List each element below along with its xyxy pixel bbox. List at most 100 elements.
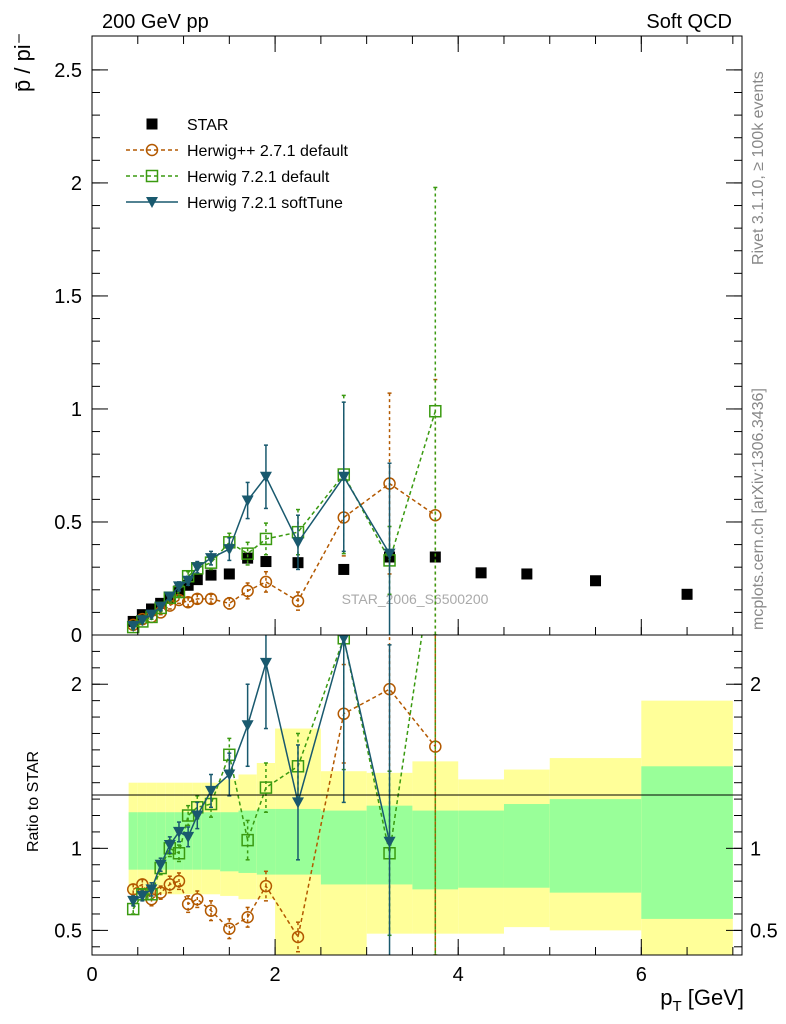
rivet-version-label: Rivet 3.1.10, ≥ 100k events xyxy=(750,71,767,265)
point-softtune xyxy=(163,840,176,852)
x-axis-label: pT [GeV] xyxy=(660,985,744,1015)
legend: STAR Herwig++ 2.7.1 default Herwig 7.2.1 d… xyxy=(126,117,349,212)
point-herwigpp xyxy=(204,904,218,917)
point-herwigpp xyxy=(204,592,218,606)
ratio-uncertainty-bands xyxy=(128,700,733,955)
band-inner xyxy=(458,810,504,888)
point-herwig721 xyxy=(259,532,273,546)
point-softtune xyxy=(337,471,350,483)
point-softtune xyxy=(182,831,195,843)
point-star xyxy=(205,569,217,581)
point-softtune xyxy=(136,890,149,902)
band-inner xyxy=(156,812,166,870)
point-herwigpp xyxy=(259,575,273,589)
mcplots-reference-label: mcplots.cern.ch [arXiv:1306.3436] xyxy=(750,388,767,630)
point-herwigpp xyxy=(223,922,236,935)
point-herwigpp xyxy=(291,594,305,608)
tick-label: 1 xyxy=(71,838,82,860)
tick-label: 0.5 xyxy=(54,512,82,534)
point-softtune xyxy=(223,544,236,556)
main-y-axis-label: p̄ / pi⁻ xyxy=(10,33,35,92)
point-softtune xyxy=(191,562,204,574)
legend-marker-star xyxy=(146,118,158,130)
tick-label: 0.5 xyxy=(750,920,778,942)
point-softtune xyxy=(154,601,167,613)
point-herwigpp xyxy=(223,597,236,610)
point-star xyxy=(136,609,148,621)
point-star xyxy=(191,574,203,586)
tick-label: 0 xyxy=(86,964,97,986)
point-softtune xyxy=(259,657,272,669)
point-star xyxy=(429,551,441,563)
point-softtune xyxy=(383,548,396,560)
point-herwigpp xyxy=(241,584,254,598)
point-softtune xyxy=(172,581,185,593)
point-softtune xyxy=(182,575,195,587)
point-softtune xyxy=(145,609,158,621)
tick-label: 4 xyxy=(453,964,464,986)
point-herwig721 xyxy=(172,847,186,860)
point-softtune xyxy=(191,810,204,822)
point-star xyxy=(475,567,487,579)
tick-label: 6 xyxy=(636,964,647,986)
band-inner xyxy=(256,808,276,875)
analysis-watermark: STAR_2006_S6500200 xyxy=(342,591,489,607)
point-star xyxy=(260,556,272,568)
header-left-title: 200 GeV pp xyxy=(102,11,209,33)
main-panel-data xyxy=(126,186,693,635)
point-softtune xyxy=(136,615,149,627)
legend-marker-herwig721 xyxy=(145,169,159,183)
point-softtune xyxy=(154,859,167,871)
ratio-panel-frame xyxy=(91,634,743,956)
band-inner xyxy=(549,799,642,893)
tick-label: 0.5 xyxy=(54,920,82,942)
point-star xyxy=(590,575,602,587)
point-star xyxy=(681,588,693,600)
point-star xyxy=(521,568,533,580)
point-star xyxy=(146,603,158,615)
series-line-herwigpp xyxy=(132,688,436,939)
legend-marker-herwigpp xyxy=(145,143,159,157)
band-inner xyxy=(220,812,239,872)
point-softtune xyxy=(145,884,158,896)
point-star xyxy=(223,568,235,580)
legend-label-softtune: Herwig 7.2.1 softTune xyxy=(187,195,343,212)
point-softtune xyxy=(241,720,254,732)
legend-label-star: STAR xyxy=(187,117,228,134)
ratio-y-axis-label: Ratio to STAR xyxy=(25,751,42,852)
point-softtune xyxy=(127,620,140,632)
band-inner xyxy=(128,812,138,870)
point-softtune xyxy=(241,495,254,507)
band-inner xyxy=(238,810,257,873)
point-herwig721 xyxy=(241,547,254,560)
tick-label: 1 xyxy=(750,838,761,860)
point-herwigpp xyxy=(191,592,204,606)
point-softtune xyxy=(223,769,236,781)
series-line-herwigpp xyxy=(132,482,436,626)
point-softtune xyxy=(291,797,304,809)
point-herwigpp xyxy=(291,930,305,944)
band-inner xyxy=(320,810,367,885)
point-herwigpp xyxy=(429,508,442,522)
legend-label-herwigpp: Herwig++ 2.7.1 default xyxy=(187,143,349,160)
tick-label: 1 xyxy=(71,399,82,421)
point-star xyxy=(338,563,350,575)
point-herwigpp xyxy=(259,879,273,893)
point-softtune xyxy=(205,785,218,797)
point-softtune xyxy=(291,537,304,549)
tick-label: 1.5 xyxy=(54,286,82,308)
point-softtune xyxy=(338,635,349,645)
tick-label: 2 xyxy=(71,173,82,195)
legend-label-herwig721: Herwig 7.2.1 default xyxy=(187,169,330,186)
point-herwig721 xyxy=(181,809,195,822)
point-softtune xyxy=(205,553,218,565)
point-softtune xyxy=(259,471,272,483)
point-herwigpp xyxy=(191,892,204,906)
ratio-panel-data xyxy=(126,635,442,955)
point-herwigpp xyxy=(154,886,167,899)
point-softtune xyxy=(127,895,140,907)
point-herwig721 xyxy=(259,781,273,794)
point-softtune xyxy=(172,826,185,838)
point-herwigpp xyxy=(172,874,186,888)
